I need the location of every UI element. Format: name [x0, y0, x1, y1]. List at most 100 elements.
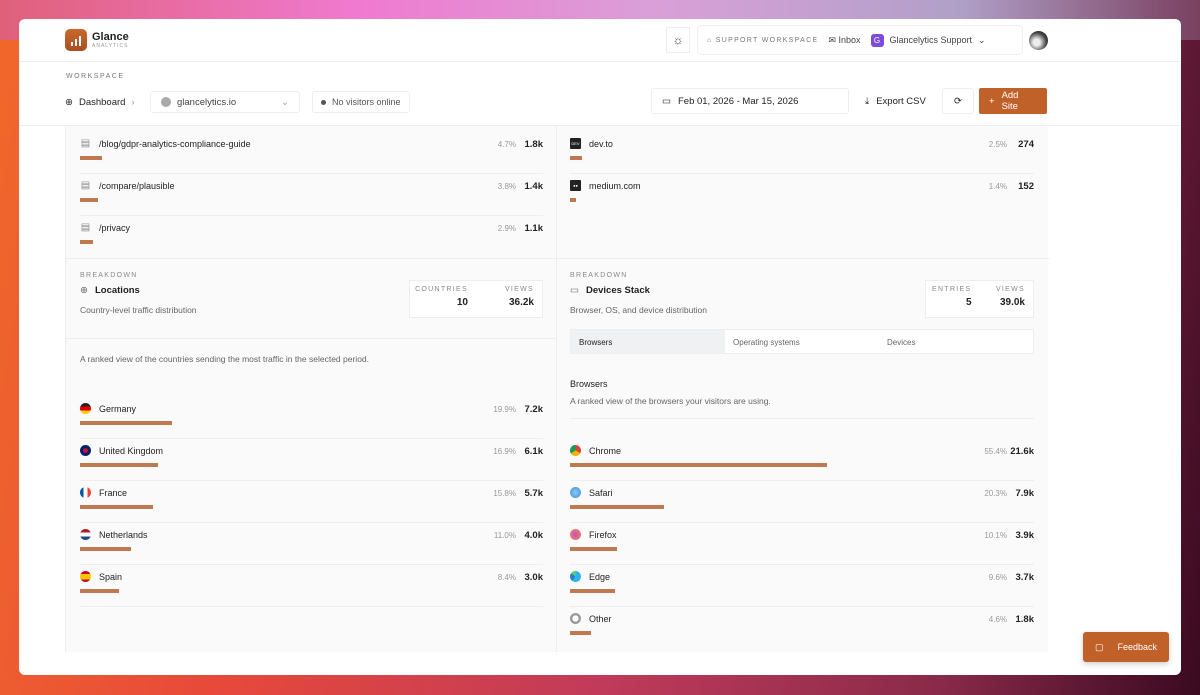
source-row[interactable]: DEV dev.to 2.5% 274	[570, 132, 1034, 174]
dashboard-content: ▤ /blog/gdpr-analytics-compliance-guide 4.…	[65, 126, 1049, 652]
brand-sub: ANALYTICS	[92, 43, 129, 49]
inbox-link[interactable]: ✉ Inbox	[828, 35, 860, 46]
country-row[interactable]: Germany 19.9% 7.2k	[80, 397, 543, 439]
share-bar	[80, 421, 173, 425]
browsers-heading: Browsers	[570, 379, 608, 389]
devices-title-text: Devices Stack	[585, 285, 650, 296]
page-row[interactable]: ▤ /blog/gdpr-analytics-compliance-guide 4.…	[80, 132, 543, 174]
page-row[interactable]: ▤ /compare/plausible 3.8% 1.4k	[80, 174, 543, 216]
stat-label: ENTRIES	[932, 286, 972, 293]
page-row-label: /compare/plausible	[99, 181, 175, 191]
tab-operating-systems[interactable]: Operating systems	[733, 338, 800, 347]
browser-row[interactable]: Chrome 55.4% 21.6k	[570, 439, 1034, 481]
workspace-switcher[interactable]: G Glancelytics Support ⌄	[870, 33, 986, 47]
tab-browsers[interactable]: Browsers	[571, 330, 725, 353]
locations-desc: Country-level traffic distribution	[80, 305, 197, 315]
country-row-percent: 16.9%	[493, 447, 516, 456]
support-workspace[interactable]: ⌂ SUPPORT WORKSPACE	[707, 36, 819, 44]
divider	[570, 418, 1034, 419]
locations-stats: COUNTRIES 10 VIEWS 36.2k	[409, 280, 543, 318]
country-row-label: Germany	[99, 404, 137, 414]
browser-row[interactable]: Other 4.6% 1.8k	[570, 607, 1034, 649]
stat-label: VIEWS	[504, 286, 534, 293]
browser-row-label: Edge	[589, 572, 611, 582]
browser-row[interactable]: Firefox 10.1% 3.9k	[570, 523, 1034, 565]
tab-devices[interactable]: Devices	[887, 338, 916, 347]
devices-tabs: Browsers Operating systems Devices	[570, 329, 1034, 354]
stat-entries: ENTRIES 5	[926, 281, 980, 317]
safari-icon	[570, 487, 581, 498]
refresh-button[interactable]: ⟳	[942, 88, 974, 114]
section-eyebrow: BREAKDOWN	[570, 272, 628, 279]
calendar-icon: ▭	[662, 95, 671, 107]
globe-icon: ⊕	[65, 96, 73, 108]
source-row-value: 152	[1018, 181, 1034, 192]
source-row-value: 274	[1018, 139, 1034, 150]
chevron-down-icon: ⌄	[281, 96, 289, 108]
share-bar	[80, 589, 119, 593]
devices-stats: ENTRIES 5 VIEWS 39.0k	[925, 280, 1034, 318]
country-row-percent: 15.8%	[493, 489, 516, 498]
refresh-icon: ⟳	[954, 95, 962, 107]
breadcrumb-dashboard[interactable]: Dashboard	[78, 96, 126, 108]
country-row-label: France	[99, 488, 128, 498]
source-row-percent: 2.5%	[988, 140, 1007, 149]
page-row-label: /privacy	[99, 223, 131, 233]
browser-row[interactable]: Edge 9.6% 3.7k	[570, 565, 1034, 607]
devices-desc: Browser, OS, and device distribution	[570, 305, 708, 315]
country-row-label: United Kingdom	[99, 446, 164, 456]
country-row[interactable]: United Kingdom 16.9% 6.1k	[80, 439, 543, 481]
share-bar	[570, 505, 665, 509]
country-row-percent: 8.4%	[497, 573, 516, 582]
browser-row-value: 21.6k	[1010, 446, 1034, 457]
country-row[interactable]: France 15.8% 5.7k	[80, 481, 543, 523]
plus-icon: +	[989, 95, 995, 107]
stat-value: 5	[965, 297, 972, 308]
locations-intro: A ranked view of the countries sending t…	[80, 354, 370, 364]
netherlands-flag-icon	[80, 529, 91, 540]
stat-views: VIEWS 36.2k	[476, 281, 542, 317]
site-favicon-icon	[161, 97, 171, 107]
app-window: Glance ANALYTICS ☼ ⌂ SUPPORT WORKSPACE ✉ …	[19, 19, 1181, 675]
firefox-icon	[570, 529, 581, 540]
feedback-button[interactable]: ▢ Feedback	[1083, 632, 1169, 662]
add-site-label: Add Site	[1001, 90, 1019, 112]
brand: Glance ANALYTICS	[92, 31, 129, 49]
source-row-percent: 1.4%	[988, 182, 1007, 191]
source-row-label: dev.to	[589, 139, 613, 149]
workspace-bar: ⌂ SUPPORT WORKSPACE ✉ Inbox G Glancelytic…	[697, 25, 1023, 55]
site-select[interactable]: glancelytics.io ⌄	[150, 91, 300, 113]
stat-value: 10	[456, 297, 468, 308]
browser-row-percent: 20.3%	[984, 489, 1007, 498]
browsers-desc: A ranked view of the browsers your visit…	[570, 396, 771, 406]
status-dot-icon	[321, 99, 326, 105]
browser-row-value: 3.9k	[1015, 530, 1035, 541]
page-row-label: /blog/gdpr-analytics-compliance-guide	[99, 139, 251, 149]
date-range-picker[interactable]: ▭ Feb 01, 2026 - Mar 15, 2026	[651, 88, 849, 114]
file-icon: ▤	[80, 180, 91, 191]
theme-toggle-sun-icon[interactable]: ☼	[666, 27, 690, 53]
logo-icon[interactable]	[65, 29, 87, 51]
online-status: No visitors online	[312, 91, 410, 113]
workspace-name: Glancelytics Support	[889, 35, 973, 45]
germany-flag-icon	[80, 403, 91, 414]
france-flag-icon	[80, 487, 91, 498]
edge-icon	[570, 571, 581, 582]
browser-row[interactable]: Safari 20.3% 7.9k	[570, 481, 1034, 523]
country-row-value: 7.2k	[524, 404, 544, 415]
left-column: ▤ /blog/gdpr-analytics-compliance-guide 4.…	[66, 126, 557, 652]
browser-row-percent: 55.4%	[984, 447, 1007, 456]
country-row[interactable]: Netherlands 11.0% 4.0k	[80, 523, 543, 565]
source-row[interactable]: ●● medium.com 1.4% 152	[570, 174, 1034, 216]
country-row-percent: 11.0%	[493, 531, 516, 540]
browser-row-label: Firefox	[589, 530, 617, 540]
stat-label: COUNTRIES	[415, 286, 468, 293]
add-site-button[interactable]: + Add Site	[979, 88, 1047, 114]
brand-name: Glance	[92, 31, 129, 43]
export-csv-button[interactable]: ⤓ Export CSV	[855, 88, 936, 114]
page-row[interactable]: ▤ /privacy 2.9% 1.1k	[80, 216, 543, 258]
browser-row-label: Chrome	[589, 446, 622, 456]
monitor-icon: ▭	[570, 285, 579, 296]
avatar[interactable]	[1029, 31, 1048, 50]
country-row[interactable]: Spain 8.4% 3.0k	[80, 565, 543, 607]
